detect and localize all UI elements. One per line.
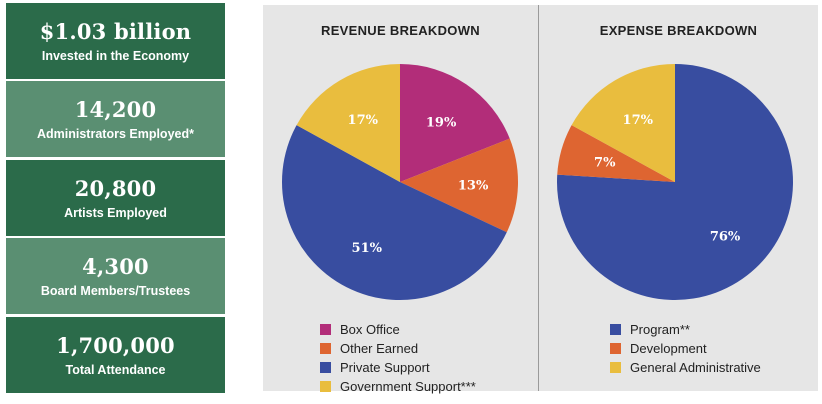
legend-label: Other Earned (340, 341, 419, 356)
expense-legend: Program** Development General Administrati… (610, 320, 761, 377)
legend-swatch (610, 343, 621, 354)
stat-value: 4,300 (82, 253, 149, 279)
stat-label: Invested in the Economy (41, 48, 190, 63)
revenue-slice-label: 19% (426, 115, 457, 130)
expense-pie: 76% 7% 17% (557, 63, 794, 300)
legend-swatch (320, 324, 331, 335)
legend-label: General Administrative (630, 360, 761, 375)
stat-artists: 20,800 Artists Employed (6, 160, 225, 236)
stat-administrators: 14,200 Administrators Employed* (6, 81, 225, 157)
expense-slice-1 (557, 64, 794, 300)
expense-slice-label: 17% (623, 113, 654, 128)
expense-slice-2 (557, 125, 675, 182)
revenue-slice-label: 17% (348, 113, 379, 128)
stat-economy: $1.03 billion Invested in the Economy (6, 3, 225, 79)
revenue-slice-label: 13% (458, 178, 489, 193)
stat-label: Total Attendance (65, 362, 166, 377)
stat-board-members: 4,300 Board Members/Trustees (6, 238, 225, 314)
legend-swatch (320, 362, 331, 373)
stat-label: Artists Employed (64, 205, 167, 220)
stat-value: 1,700,000 (56, 332, 175, 358)
stats-column: $1.03 billion Invested in the Economy 14… (6, 3, 225, 393)
revenue-legend-item: Box Office (320, 320, 476, 339)
legend-label: Development (630, 341, 707, 356)
revenue-slice-2 (400, 138, 518, 233)
revenue-slice-4 (296, 64, 400, 182)
expense-slice-3 (571, 63, 675, 182)
revenue-chart-title: REVENUE BREAKDOWN (321, 23, 480, 38)
revenue-legend-item: Government Support*** (320, 377, 476, 396)
legend-label: Private Support (340, 360, 430, 375)
expense-slice-label: 76% (710, 229, 741, 244)
revenue-pie: 19% 13% 51% 17% (281, 64, 518, 301)
legend-label: Box Office (340, 322, 400, 337)
stat-label: Board Members/Trustees (40, 283, 191, 298)
legend-label: Government Support*** (340, 379, 476, 394)
expense-legend-item: Development (610, 339, 761, 358)
expense-legend-item: Program** (610, 320, 761, 339)
stat-value: $1.03 billion (39, 18, 192, 44)
revenue-legend-item: Other Earned (320, 339, 476, 358)
expense-slice-label: 7% (594, 156, 616, 171)
revenue-legend: Box Office Other Earned Private Support Gov… (320, 320, 476, 396)
stat-value: 14,200 (74, 96, 157, 122)
revenue-slice-3 (281, 125, 507, 301)
stat-attendance: 1,700,000 Total Attendance (6, 317, 225, 393)
legend-swatch (610, 362, 621, 373)
revenue-legend-item: Private Support (320, 358, 476, 377)
legend-label: Program** (630, 322, 690, 337)
revenue-slice-label: 51% (352, 241, 383, 256)
stat-label: Administrators Employed* (37, 126, 194, 141)
legend-swatch (320, 381, 331, 392)
stat-value: 20,800 (74, 175, 157, 201)
panel-divider (538, 5, 539, 391)
legend-swatch (610, 324, 621, 335)
expense-legend-item: General Administrative (610, 358, 761, 377)
legend-swatch (320, 343, 331, 354)
expense-chart-title: EXPENSE BREAKDOWN (599, 23, 758, 38)
revenue-slice-1 (400, 64, 510, 182)
